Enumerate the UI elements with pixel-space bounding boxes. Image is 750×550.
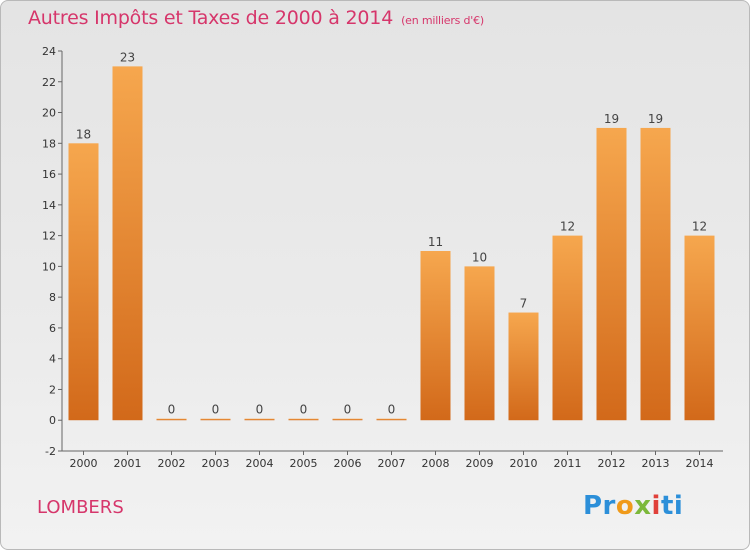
chart-title-text: Autres Impôts et Taxes de 2000 à 2014 <box>28 7 394 29</box>
y-tick-label: 20 <box>42 107 56 120</box>
y-tick-label: 24 <box>42 45 56 58</box>
bar <box>508 312 539 421</box>
bar-value-label: 0 <box>344 403 352 417</box>
bar <box>464 266 495 421</box>
bar-value-label: 19 <box>648 112 663 126</box>
bar-value-label: 19 <box>604 112 619 126</box>
bar-value-label: 0 <box>300 403 308 417</box>
bar <box>596 127 627 421</box>
x-tick-label: 2002 <box>158 457 186 470</box>
bar <box>420 251 451 421</box>
x-tick-label: 2003 <box>202 457 230 470</box>
bar-value-label: 0 <box>212 403 220 417</box>
chart-subtitle: (en milliers d'€) <box>401 14 484 27</box>
y-tick-label: -2 <box>45 445 56 458</box>
x-tick-label: 2011 <box>554 457 582 470</box>
bar <box>112 66 143 421</box>
y-tick-label: 6 <box>49 322 56 335</box>
x-tick-label: 2012 <box>598 457 626 470</box>
proxiti-logo: Proxiti <box>583 491 684 521</box>
bar-value-label: 11 <box>428 235 443 249</box>
bar-value-label: 10 <box>472 250 487 264</box>
y-tick-label: 16 <box>42 168 56 181</box>
x-tick-label: 2013 <box>642 457 670 470</box>
x-tick-label: 2007 <box>378 457 406 470</box>
y-tick-label: 22 <box>42 76 56 89</box>
y-tick-label: 2 <box>49 383 56 396</box>
x-tick-label: 2001 <box>114 457 142 470</box>
bar <box>200 418 231 421</box>
x-tick-label: 2010 <box>510 457 538 470</box>
bar-value-label: 0 <box>256 403 264 417</box>
x-tick-label: 2014 <box>686 457 714 470</box>
y-tick-label: 4 <box>49 353 56 366</box>
bar <box>68 143 99 421</box>
bar <box>376 418 407 421</box>
chart-title: Autres Impôts et Taxes de 2000 à 2014 (en… <box>28 7 484 29</box>
bar-value-label: 12 <box>560 220 575 234</box>
y-tick-label: 0 <box>49 414 56 427</box>
y-tick-label: 14 <box>42 199 56 212</box>
place-name: LOMBERS <box>37 497 124 518</box>
bar-value-label: 18 <box>76 127 91 141</box>
bar-value-label: 12 <box>692 220 707 234</box>
x-tick-label: 2009 <box>466 457 494 470</box>
y-tick-label: 8 <box>49 291 56 304</box>
y-tick-label: 18 <box>42 137 56 150</box>
bar <box>288 418 319 421</box>
bar <box>552 235 583 421</box>
x-tick-label: 2004 <box>246 457 274 470</box>
bar <box>640 127 671 421</box>
x-tick-label: 2008 <box>422 457 450 470</box>
x-tick-label: 2005 <box>290 457 318 470</box>
chart-labels: 18 23 0 0 0 0 0 0 11 10 7 12 19 19 12 <box>76 50 707 416</box>
bar-value-label: 23 <box>120 50 135 64</box>
bar-value-label: 7 <box>520 297 528 311</box>
chart-bars <box>68 66 715 421</box>
bar <box>684 235 715 421</box>
bar <box>332 418 363 421</box>
bar <box>244 418 275 421</box>
bar <box>156 418 187 421</box>
x-tick-label: 2006 <box>334 457 362 470</box>
x-tick-label: 2000 <box>70 457 98 470</box>
y-tick-label: 12 <box>42 230 56 243</box>
bar-value-label: 0 <box>168 403 176 417</box>
y-tick-label: 10 <box>42 260 56 273</box>
bar-value-label: 0 <box>388 403 396 417</box>
